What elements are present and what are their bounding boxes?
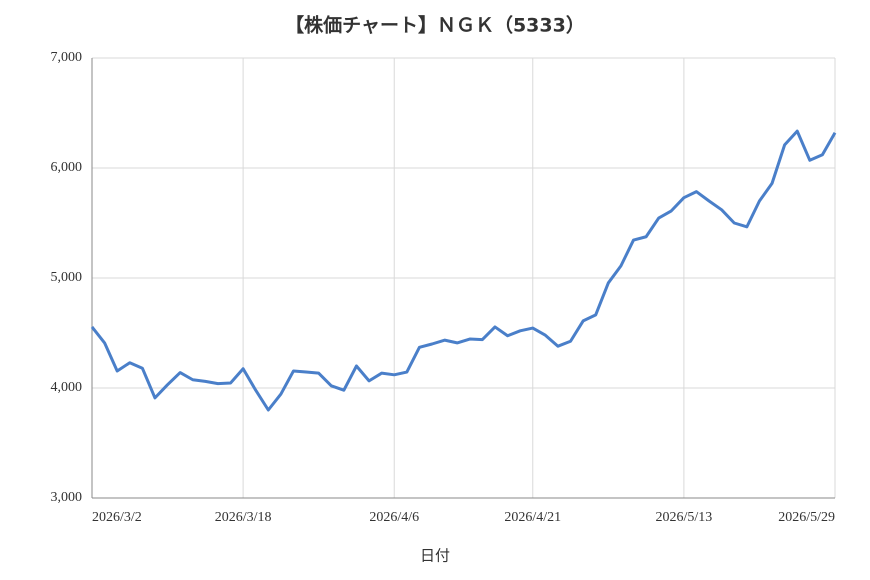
x-tick-label: 2026/5/13 (655, 510, 712, 525)
x-tick-label: 2026/3/18 (215, 510, 272, 525)
x-axis-label: 日付 (420, 547, 450, 565)
y-tick-label: 6,000 (51, 160, 83, 175)
x-tick-label: 2026/5/29 (778, 510, 835, 525)
y-tick-label: 5,000 (51, 270, 83, 285)
price-line (90, 129, 837, 412)
y-tick-label: 3,000 (51, 490, 83, 505)
y-tick-label: 7,000 (51, 50, 83, 65)
chart-title: 【株価チャート】ＮＧＫ（5333） (285, 14, 585, 37)
x-tick-label: 2026/4/6 (369, 510, 419, 525)
x-tick-label: 2026/3/2 (92, 510, 142, 525)
y-tick-label: 4,000 (51, 380, 83, 395)
x-tick-label: 2026/4/21 (504, 510, 561, 525)
